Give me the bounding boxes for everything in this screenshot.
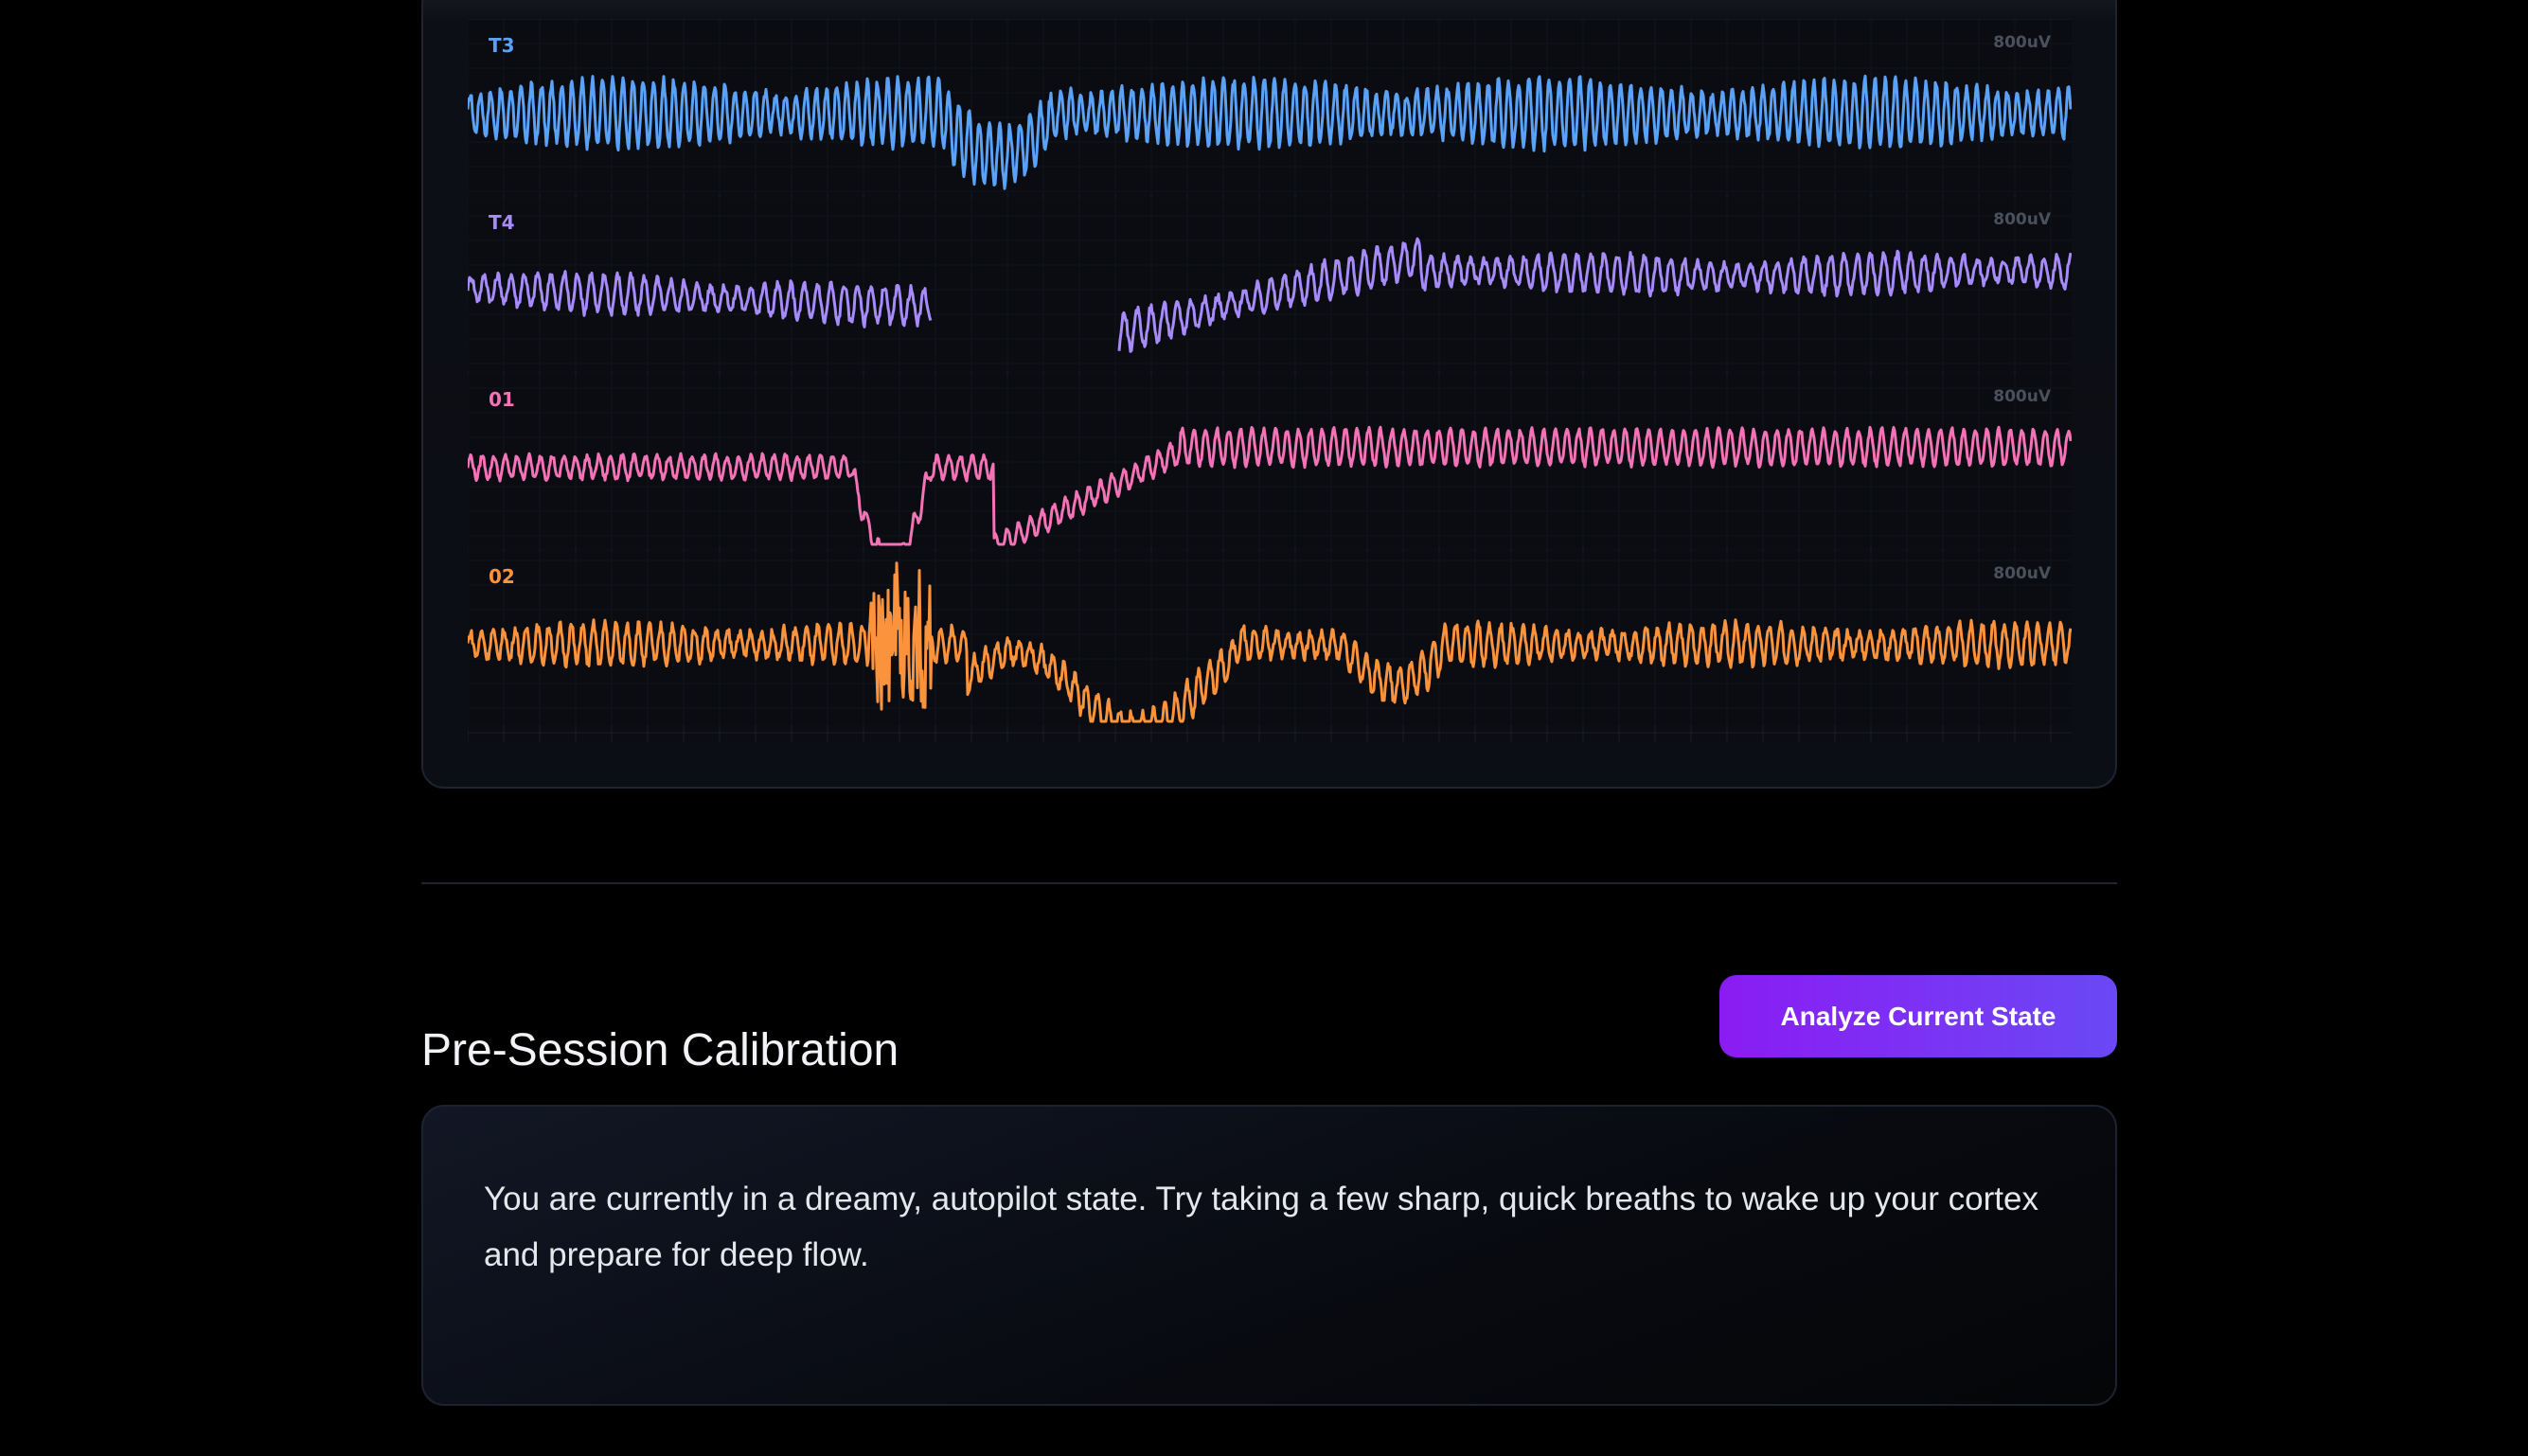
eeg-scale-label: 800uV	[1993, 33, 2052, 52]
eeg-channel-label: T4	[489, 211, 515, 234]
eeg-channel-label: 01	[489, 388, 515, 411]
eeg-scale-label: 800uV	[1993, 387, 2052, 406]
eeg-labels: T3 800uV T4 800uV 01 800uV 02 800uV	[489, 33, 2052, 588]
section-divider	[421, 882, 2117, 884]
eeg-trace-01	[468, 425, 2072, 546]
eeg-trace-t4	[468, 237, 2072, 353]
calibration-result-text: You are currently in a dreamy, autopilot…	[484, 1181, 2038, 1273]
section-title: Pre-Session Calibration	[421, 1024, 899, 1075]
eeg-plot: T3 800uV T4 800uV 01 800uV 02 800uV	[468, 19, 2072, 742]
eeg-channel-label: 02	[489, 565, 515, 588]
calibration-result-card: You are currently in a dreamy, autopilot…	[421, 1105, 2117, 1406]
analyze-current-state-button[interactable]: Analyze Current State	[1719, 975, 2117, 1057]
eeg-lane-t3	[468, 21, 2072, 194]
eeg-lanes	[468, 21, 2072, 725]
eeg-traces	[468, 74, 2072, 723]
eeg-trace-02	[468, 561, 2072, 723]
eeg-waveform-svg: T3 800uV T4 800uV 01 800uV 02 800uV	[468, 19, 2072, 742]
eeg-trace-t3	[468, 74, 2072, 190]
eeg-scale-label: 800uV	[1993, 210, 2052, 229]
eeg-scale-label: 800uV	[1993, 564, 2052, 583]
eeg-channel-label: T3	[489, 34, 515, 57]
